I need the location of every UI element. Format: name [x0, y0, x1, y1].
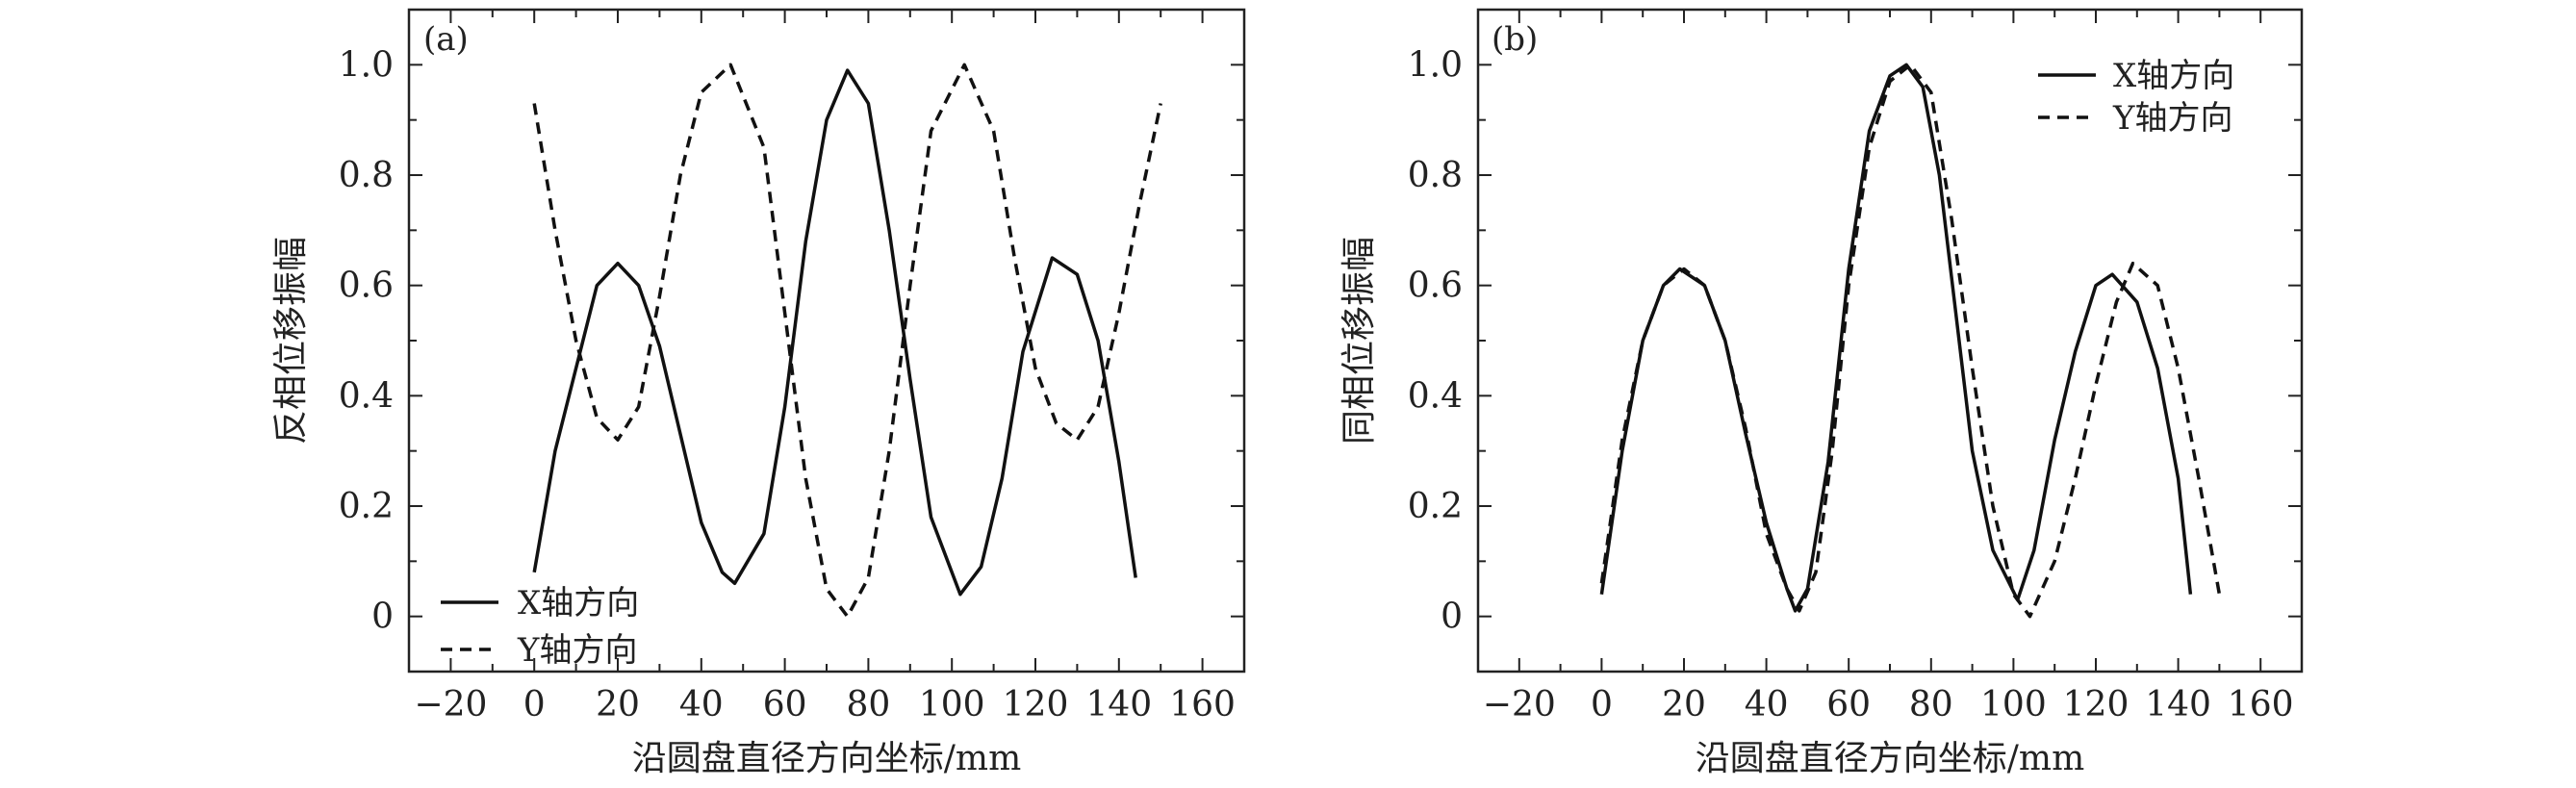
- x-tick-label: 160: [1169, 685, 1236, 724]
- x-tick-label: 60: [763, 685, 807, 724]
- legend-a: X轴方向 Y轴方向: [441, 584, 639, 670]
- legend-label: X轴方向: [2113, 57, 2234, 95]
- x-tick-label: 0: [1591, 685, 1613, 724]
- x-axis-label: 沿圆盘直径方向坐标/mm: [1696, 739, 2084, 778]
- panel-label: (b): [1492, 20, 1538, 59]
- y-tick-labels-b: 0 0.2 0.4 0.6 0.8 1.0: [1408, 45, 1463, 636]
- y-tick-label: 1.0: [339, 45, 394, 85]
- y-axis-label: 同相位移振幅: [1339, 237, 1379, 445]
- y-tick-label: 0.4: [1408, 376, 1463, 416]
- x-tick-label: 20: [1662, 685, 1706, 724]
- x-tick-label: 100: [919, 685, 985, 724]
- legend-label: Y轴方向: [517, 631, 637, 670]
- x-tick-label: 0: [523, 685, 546, 724]
- y-tick-label: 0: [1441, 597, 1463, 637]
- x-axis-label: 沿圆盘直径方向坐标/mm: [632, 739, 1021, 778]
- series-line-y-axis-direction: [532, 63, 1162, 619]
- x-tick-label: 60: [1826, 685, 1871, 724]
- y-tick-label: 0: [371, 597, 394, 637]
- axis-ticks-a: [408, 9, 1245, 673]
- y-tick-labels-a: 0 0.2 0.4 0.6 0.8 1.0: [339, 45, 394, 636]
- y-tick-label: 1.0: [1408, 45, 1463, 85]
- x-tick-label: 160: [2228, 685, 2294, 724]
- y-tick-label: 0.8: [1408, 156, 1463, 195]
- x-tick-label: 40: [679, 685, 724, 724]
- y-tick-label: 0.4: [339, 376, 394, 416]
- x-tick-label: 140: [1085, 685, 1152, 724]
- panel-label: (a): [423, 20, 469, 59]
- legend-label: X轴方向: [518, 584, 639, 623]
- legend-b: X轴方向 Y轴方向: [2038, 57, 2234, 138]
- x-tick-label: 140: [2145, 685, 2211, 724]
- series-line-y-axis-direction: [1599, 63, 2222, 619]
- y-tick-label: 0.6: [1408, 267, 1463, 306]
- x-tick-label: 40: [1745, 685, 1789, 724]
- x-tick-label: 80: [1909, 685, 1953, 724]
- x-tick-label: 20: [596, 685, 640, 724]
- y-tick-label: 0.8: [339, 156, 394, 195]
- y-tick-label: 0.6: [339, 267, 394, 306]
- chart-panel-b: −20 0 20 40 60 80 100 120 140 160 0 0.2 …: [1339, 8, 2304, 778]
- x-tick-label: 120: [1003, 685, 1069, 724]
- x-tick-labels-a: −20 0 20 40 60 80 100 120 140 160: [414, 685, 1236, 724]
- y-tick-label: 0.2: [339, 487, 394, 526]
- x-tick-label: −20: [1483, 685, 1556, 724]
- y-axis-label: 反相位移振幅: [271, 237, 311, 445]
- x-tick-label: 100: [1980, 685, 2047, 724]
- chart-panel-a: −20 0 20 40 60 80 100 120 140 160 0 0.2 …: [271, 8, 1246, 778]
- axis-ticks-b: [1477, 9, 2303, 673]
- series-line-x-axis-direction: [1599, 63, 2193, 613]
- x-tick-label: 120: [2063, 685, 2130, 724]
- x-tick-label: −20: [414, 685, 487, 724]
- legend-label: Y轴方向: [2112, 99, 2232, 138]
- x-tick-label: 80: [846, 685, 890, 724]
- series-line-x-axis-direction: [532, 68, 1137, 597]
- x-tick-labels-b: −20 0 20 40 60 80 100 120 140 160: [1483, 685, 2294, 724]
- y-tick-label: 0.2: [1408, 487, 1463, 526]
